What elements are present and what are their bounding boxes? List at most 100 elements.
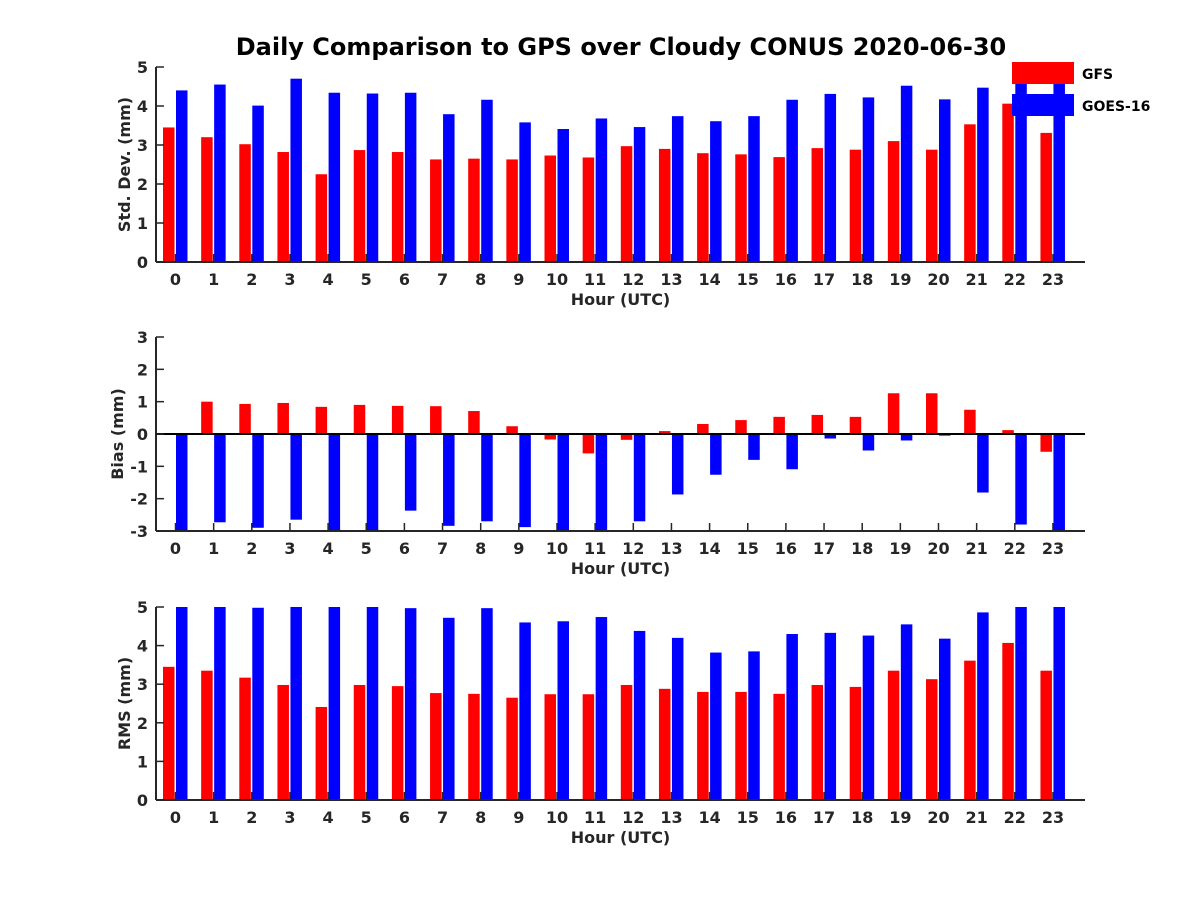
- bar-gfs-18: [849, 416, 862, 434]
- bar-goes16-10: [557, 621, 569, 800]
- bar-goes16-21: [977, 87, 989, 262]
- bar-gfs-23: [1040, 670, 1052, 800]
- bar-goes16-0: [176, 90, 188, 263]
- bar-goes16-1: [214, 434, 226, 523]
- bar-gfs-14: [697, 423, 709, 434]
- bar-gfs-12: [620, 684, 633, 800]
- bar-goes16-1: [214, 607, 226, 800]
- y-tick-label: -2: [130, 490, 148, 509]
- bar-goes16-12: [633, 630, 646, 800]
- bar-gfs-15: [735, 420, 747, 434]
- x-tick-label: 4: [323, 808, 334, 827]
- bar-goes16-3: [290, 434, 302, 520]
- bar-gfs-22: [1002, 642, 1014, 800]
- legend-swatch-gfs: [1012, 62, 1074, 84]
- y-tick-label: 2: [137, 714, 148, 733]
- x-tick-label: 19: [889, 270, 911, 289]
- bar-goes16-7: [443, 617, 455, 800]
- bar-goes16-16: [786, 99, 798, 262]
- bar-gfs-16: [773, 416, 785, 434]
- bar-goes16-21: [977, 434, 989, 493]
- bar-goes16-14: [710, 434, 722, 475]
- bar-goes16-19: [900, 434, 913, 441]
- bar-gfs-2: [239, 144, 251, 262]
- bar-goes16-11: [595, 434, 608, 531]
- bar-goes16-17: [824, 632, 837, 800]
- x-tick-label: 2: [246, 539, 257, 558]
- x-tick-label: 15: [737, 270, 759, 289]
- bar-gfs-14: [697, 153, 709, 262]
- bar-gfs-1: [201, 670, 213, 800]
- x-axis-label: Hour (UTC): [571, 828, 671, 847]
- bar-gfs-8: [468, 693, 480, 800]
- bar-gfs-13: [658, 688, 671, 800]
- bar-goes16-22: [1015, 67, 1027, 262]
- bar-goes16-4: [328, 607, 341, 800]
- bar-gfs-1: [201, 401, 213, 434]
- bar-goes16-23: [1053, 607, 1065, 800]
- bar-goes16-2: [252, 434, 264, 528]
- x-tick-label: 0: [170, 539, 181, 558]
- legend: GFS GOES-16: [1012, 62, 1150, 116]
- chart-title: Daily Comparison to GPS over Cloudy CONU…: [236, 33, 1007, 61]
- bar-goes16-4: [328, 434, 341, 531]
- x-tick-label: 2: [246, 270, 257, 289]
- x-tick-label: 3: [284, 539, 295, 558]
- x-tick-label: 17: [813, 270, 835, 289]
- x-tick-label: 8: [475, 808, 486, 827]
- bar-goes16-11: [595, 617, 608, 800]
- x-tick-label: 5: [361, 539, 372, 558]
- bar-gfs-19: [887, 393, 900, 434]
- x-tick-label: 0: [170, 808, 181, 827]
- x-tick-label: 16: [775, 808, 797, 827]
- x-tick-label: 12: [622, 539, 644, 558]
- bar-gfs-23: [1040, 132, 1052, 262]
- bar-goes16-18: [862, 635, 875, 800]
- bar-goes16-5: [366, 93, 379, 263]
- bar-goes16-16: [786, 634, 798, 800]
- bar-gfs-17: [811, 148, 824, 262]
- y-tick-label: 4: [137, 97, 148, 116]
- bar-goes16-5: [366, 434, 379, 531]
- x-tick-label: 15: [737, 808, 759, 827]
- y-tick-label: 0: [137, 425, 148, 444]
- bar-goes16-9: [519, 622, 531, 800]
- x-tick-label: 14: [698, 808, 720, 827]
- bar-goes16-21: [977, 612, 989, 800]
- bar-gfs-15: [735, 691, 747, 800]
- x-tick-label: 12: [622, 808, 644, 827]
- legend-label-goes16: GOES-16: [1082, 99, 1150, 115]
- bar-gfs-12: [620, 146, 633, 262]
- bar-goes16-0: [176, 434, 188, 531]
- bar-goes16-13: [671, 637, 684, 800]
- bar-goes16-2: [252, 607, 264, 800]
- bar-goes16-5: [366, 607, 379, 800]
- y-tick-label: 1: [137, 214, 148, 233]
- bar-goes16-14: [710, 121, 722, 263]
- x-tick-label: 4: [323, 270, 334, 289]
- x-tick-label: 7: [437, 270, 448, 289]
- x-axis-label: Hour (UTC): [571, 559, 671, 578]
- y-tick-label: 2: [137, 360, 148, 379]
- x-tick-label: 6: [399, 808, 410, 827]
- bar-gfs-8: [468, 158, 480, 262]
- bar-goes16-4: [328, 92, 341, 263]
- bar-goes16-23: [1053, 67, 1065, 262]
- bar-gfs-13: [658, 431, 671, 434]
- x-axis-label: Hour (UTC): [571, 290, 671, 309]
- x-tick-label: 19: [889, 808, 911, 827]
- bar-gfs-3: [277, 152, 289, 262]
- bar-gfs-10: [544, 155, 556, 262]
- bar-gfs-3: [277, 684, 289, 800]
- bar-gfs-4: [315, 406, 328, 434]
- x-tick-label: 4: [323, 539, 334, 558]
- bar-goes16-8: [481, 99, 493, 262]
- x-tick-label: 22: [1004, 539, 1026, 558]
- x-tick-label: 21: [966, 808, 988, 827]
- bar-goes16-13: [671, 434, 684, 495]
- bar-gfs-0: [163, 127, 175, 262]
- bar-goes16-15: [748, 116, 760, 262]
- x-tick-label: 23: [1042, 808, 1064, 827]
